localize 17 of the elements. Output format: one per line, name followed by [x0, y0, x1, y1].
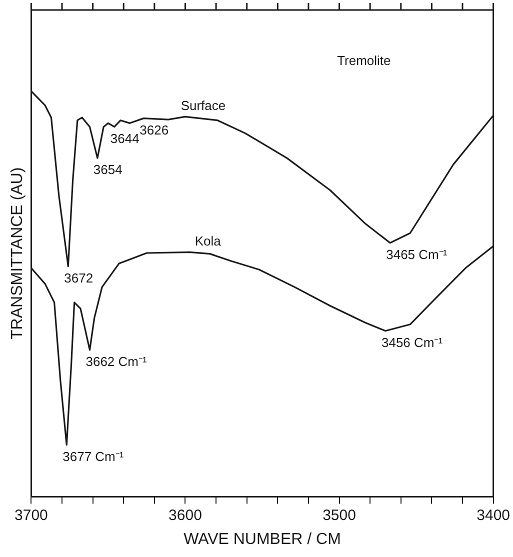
annotation: 3644 [110, 130, 140, 146]
annotation: 3672 [64, 270, 94, 286]
annotation: 3465 Cm⁻¹ [386, 246, 448, 262]
x-tick-label: 3500 [322, 506, 356, 524]
annotation: 3654 [93, 162, 122, 178]
annotation: 3626 [140, 122, 169, 138]
x-axis-title: WAVE NUMBER / CM [184, 530, 341, 548]
text: Tremolite [337, 53, 391, 68]
annotation: 3662 Cm⁻¹ [86, 354, 148, 370]
series-label: Surface [180, 98, 226, 113]
annotation: 3677 Cm⁻¹ [62, 448, 124, 464]
x-tick-label: 3400 [476, 506, 510, 524]
x-tick-label: 3600 [168, 506, 202, 524]
x-tick-label: 3700 [14, 506, 48, 524]
y-axis-title: TRANSMITTANCE (AU) [9, 167, 26, 340]
series-label: Kola [194, 233, 222, 248]
annotation: 3456 Cm⁻¹ [381, 334, 444, 350]
